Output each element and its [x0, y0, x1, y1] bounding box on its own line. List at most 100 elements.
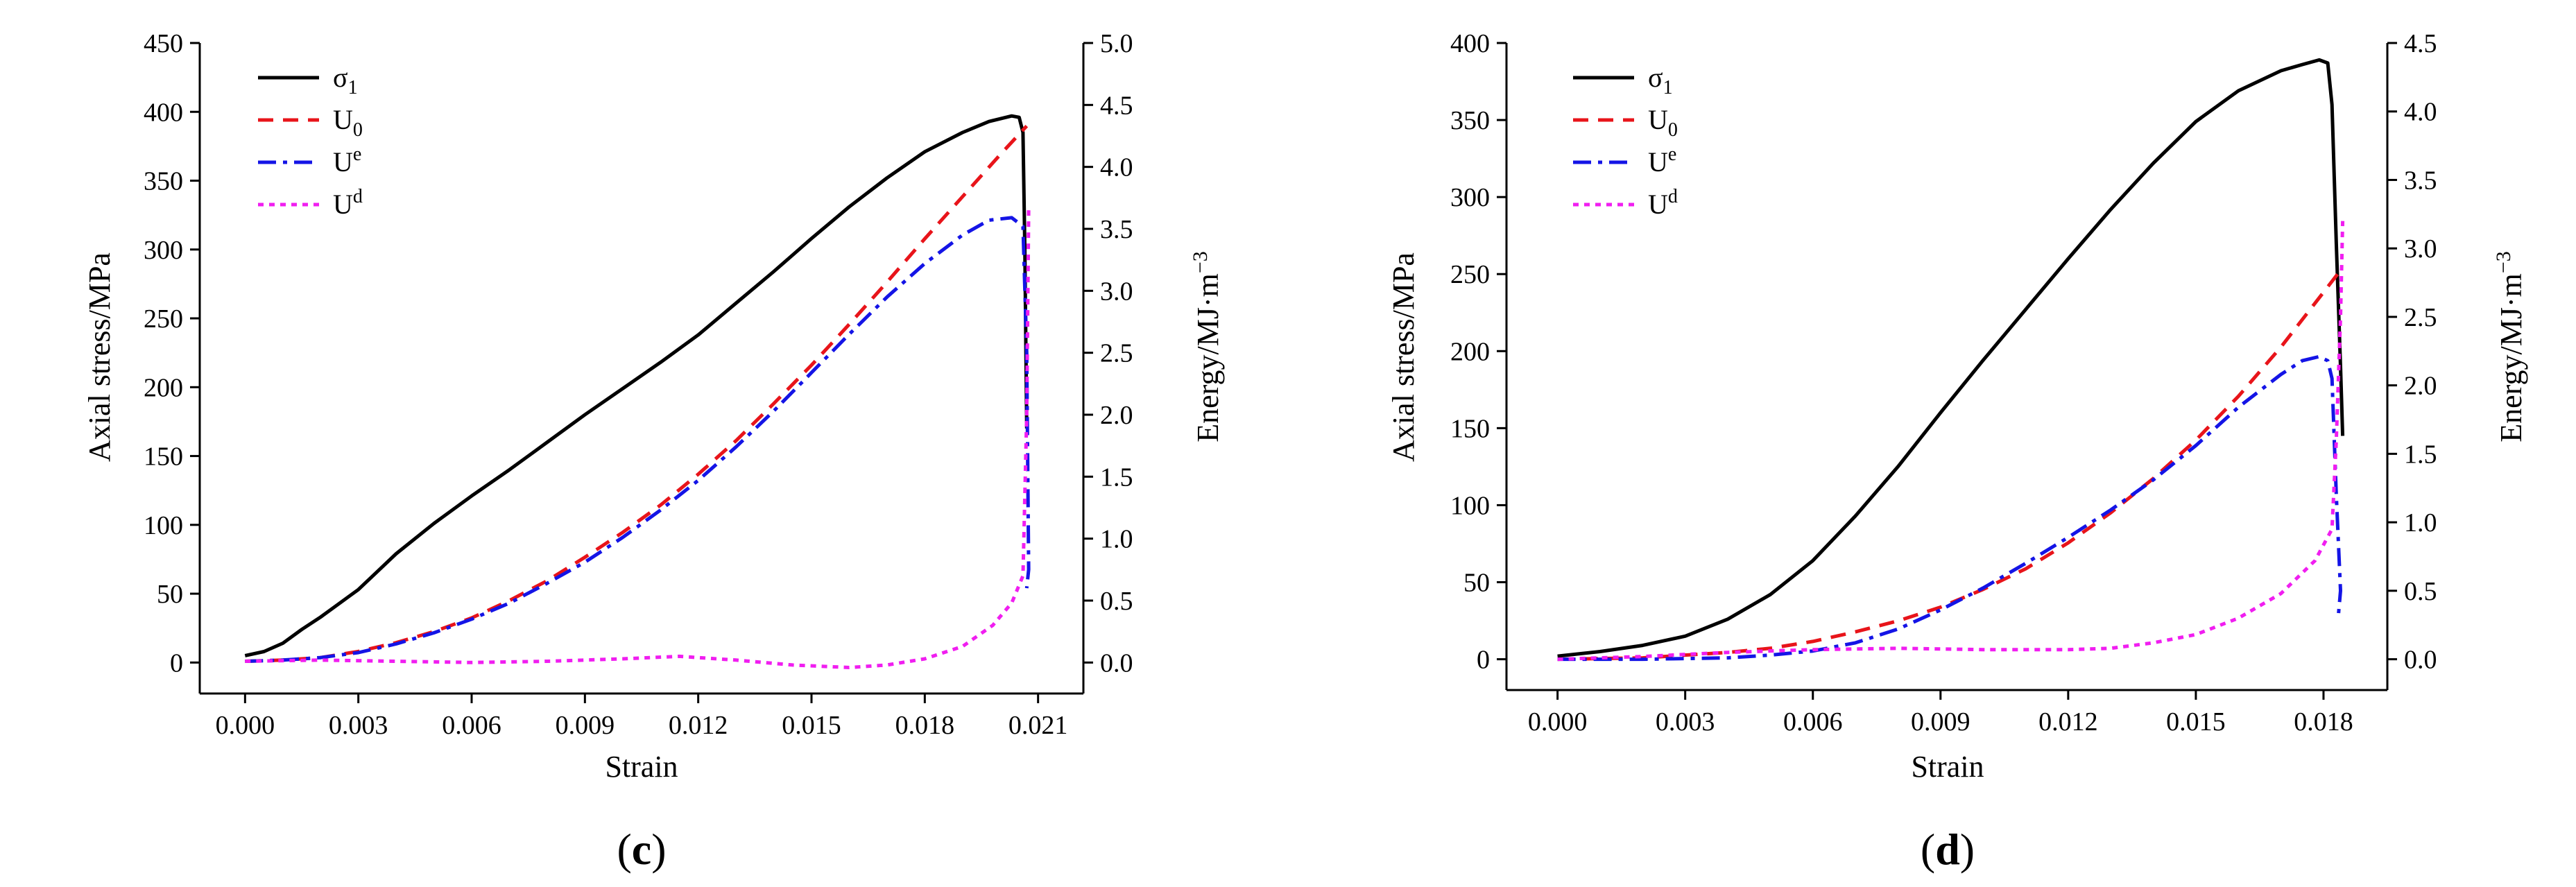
y-left-tick-label: 100 [144, 511, 183, 540]
y-left-tick-label: 0 [1477, 646, 1490, 675]
series-line-ue [1557, 354, 2342, 662]
legend-label-mark: 0 [1668, 119, 1678, 141]
legend-label-main: σ [1648, 62, 1663, 93]
x-axis-title: Strain [605, 750, 678, 784]
chart-panel-d: 0.000 0.003 0.006 0.009 0.012 0.015 0.01805010… [1386, 29, 2528, 874]
x-tick-label: 0.009 [1911, 707, 1970, 737]
x-tick-label: 0.012 [2038, 707, 2098, 737]
y-right-tick-label: 4.0 [2404, 98, 2437, 127]
legend-label-u0: U0 [333, 104, 363, 141]
y-left-tick-label: 150 [144, 442, 183, 472]
y-left-tick-label: 50 [157, 580, 183, 609]
y-axis-left-title: Axial stress/MPa [1386, 252, 1420, 462]
chart-panel-c: 0.000 0.003 0.006 0.009 0.012 0.015 0.018 0.021… [83, 29, 1225, 874]
legend-label-mark: e [1668, 144, 1676, 165]
y-left-tick-label: 350 [144, 167, 183, 196]
legend-label-main: U [1648, 189, 1668, 220]
legend-label-main: U [333, 104, 353, 135]
legend-label-main: σ [333, 62, 348, 93]
x-tick-label: 0.006 [442, 711, 501, 740]
y-left-tick-label: 200 [144, 373, 183, 402]
y-right-tick-label: 4.0 [1100, 153, 1133, 182]
legend-label-ue: Ue [333, 144, 361, 178]
x-axis-title: Strain [1911, 750, 1984, 784]
y-right-tick-label: 0.0 [1100, 648, 1133, 678]
y-axis-left-title: Axial stress/MPa [83, 252, 117, 462]
x-tick-label: 0.003 [1656, 707, 1715, 737]
y-left-tick-label: 200 [1450, 337, 1490, 366]
y-right-tick-label: 4.5 [1100, 91, 1133, 120]
chart-marks [1557, 58, 2345, 662]
y-right-tick-label: 1.5 [2404, 440, 2437, 469]
y-right-tick-label: 1.0 [2404, 508, 2437, 537]
legend-label-mark: e [353, 144, 361, 165]
panel-label: (d) [1921, 825, 1975, 874]
legend-label-main: U [1648, 104, 1668, 135]
y-left-tick-label: 250 [144, 304, 183, 334]
y-right-tick-label: 3.5 [2404, 166, 2437, 195]
y-right-tick-label: 5.0 [1100, 29, 1133, 58]
legend-label-ud: Ud [1648, 186, 1678, 220]
legend-label-ud: Ud [333, 186, 363, 220]
y-left-tick-label: 300 [144, 236, 183, 265]
x-tick-label: 0.000 [1528, 707, 1588, 737]
y-left-tick-label: 400 [1450, 29, 1490, 58]
chart-marks [244, 114, 1031, 669]
y-axis-right-title: Energy/MJ·m−3 [1189, 251, 1225, 442]
x-tick-label: 0.012 [669, 711, 728, 740]
y-right-tick-label: 2.0 [2404, 372, 2437, 401]
series-line-1 [1557, 58, 2345, 658]
y-right-tick-label: 3.0 [1100, 277, 1133, 306]
x-tick-label: 0.000 [216, 711, 275, 740]
legend-label-1: σ1 [333, 62, 358, 98]
y-left-tick-label: 350 [1450, 106, 1490, 135]
y-right-tick-label: 2.5 [2404, 303, 2437, 332]
y-left-tick-label: 100 [1450, 491, 1490, 520]
y-right-tick-label: 1.5 [1100, 463, 1133, 492]
y-axis-right-title-superscript: −3 [2492, 251, 2515, 273]
panel-label-close: ) [651, 825, 666, 874]
y-left-tick-label: 250 [1450, 260, 1490, 289]
panel-label-letter: d [1935, 825, 1960, 874]
y-axis-right-title-text: Energy/MJ·m [1191, 273, 1225, 442]
y-left-tick-label: 50 [1463, 569, 1490, 598]
legend-label-mark: 1 [348, 77, 358, 98]
series-line-ud [245, 210, 1031, 669]
series-line-ue [245, 216, 1031, 663]
chart-axes: 0.000 0.003 0.006 0.009 0.012 0.015 0.01805010… [1450, 29, 2437, 737]
y-right-tick-label: 2.0 [1100, 401, 1133, 430]
y-axis-right-title-text: Energy/MJ·m [2494, 273, 2528, 442]
x-tick-label: 0.006 [1783, 707, 1843, 737]
y-left-tick-label: 450 [144, 29, 183, 58]
series-line-u0 [1557, 269, 2342, 662]
panel-label-letter: c [632, 825, 651, 874]
x-tick-label: 0.009 [556, 711, 615, 740]
y-right-tick-label: 1.0 [1100, 525, 1133, 554]
y-axis-right-title: Energy/MJ·m−3 [2492, 251, 2528, 442]
series-line-ud [1557, 221, 2345, 662]
legend-label-main: U [1648, 146, 1668, 178]
x-tick-label: 0.021 [1008, 711, 1068, 740]
legend-label-main: U [333, 146, 353, 178]
panel-label-open: ( [1921, 825, 1935, 874]
legend-label-mark: 0 [353, 119, 363, 141]
x-tick-label: 0.015 [782, 711, 841, 740]
legend-label-mark: 1 [1663, 77, 1673, 98]
y-right-tick-label: 3.5 [1100, 215, 1133, 244]
y-left-tick-label: 150 [1450, 414, 1490, 443]
x-tick-label: 0.018 [2294, 707, 2353, 737]
y-right-tick-label: 4.5 [2404, 29, 2437, 58]
legend-label-mark: d [1668, 186, 1678, 207]
legend-label-u0: U0 [1648, 104, 1678, 141]
y-left-tick-label: 300 [1450, 183, 1490, 212]
legend-label-1: σ1 [1648, 62, 1673, 98]
series-line-1 [244, 114, 1029, 657]
y-right-tick-label: 3.0 [2404, 234, 2437, 264]
panel-label-open: ( [617, 825, 631, 874]
legend-label-ue: Ue [1648, 144, 1676, 178]
chart-axes: 0.000 0.003 0.006 0.009 0.012 0.015 0.018 0.021… [144, 29, 1133, 740]
legend-label-main: U [333, 189, 353, 220]
